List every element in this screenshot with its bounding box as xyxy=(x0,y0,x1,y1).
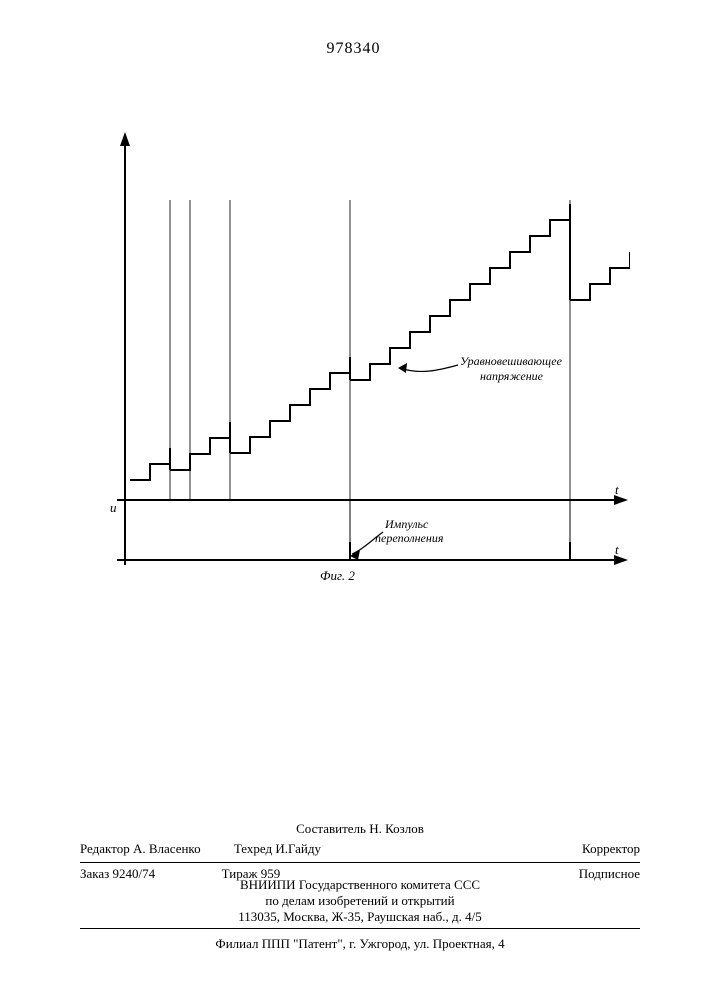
svg-text:Фиг. 2: Фиг. 2 xyxy=(320,568,355,583)
doc-number: 978340 xyxy=(0,40,707,58)
compiler-line: Составитель Н. Козлов xyxy=(80,820,640,838)
svg-text:u: u xyxy=(110,500,117,515)
address-line: 113035, Москва, Ж-35, Раушская наб., д. … xyxy=(80,908,640,931)
techred-label: Техред И.Гайду xyxy=(234,840,321,858)
svg-text:переполнения: переполнения xyxy=(375,531,444,545)
svg-text:t: t xyxy=(615,482,619,497)
org1-line: ВНИИПИ Государственного комитета ССС xyxy=(80,876,640,894)
org2-line: по делам изобретений и открытий xyxy=(80,892,640,910)
corrector-label: Корректор xyxy=(582,840,640,858)
chart-figure: u t t Уравновешивающеенапряжение Импульспере… xyxy=(100,120,630,620)
divider xyxy=(80,928,640,929)
editor-label: Редактор А. Власенко xyxy=(80,840,201,858)
svg-text:Импульс: Импульс xyxy=(384,517,429,531)
credits-row: Редактор А. Власенко Техред И.Гайду Корр… xyxy=(80,840,640,858)
svg-text:напряжение: напряжение xyxy=(480,369,544,383)
divider xyxy=(80,862,640,863)
branch-line: Филиал ППП "Патент", г. Ужгород, ул. Про… xyxy=(80,935,640,953)
svg-text:Уравновешивающее: Уравновешивающее xyxy=(460,354,563,368)
svg-text:t: t xyxy=(615,542,619,557)
